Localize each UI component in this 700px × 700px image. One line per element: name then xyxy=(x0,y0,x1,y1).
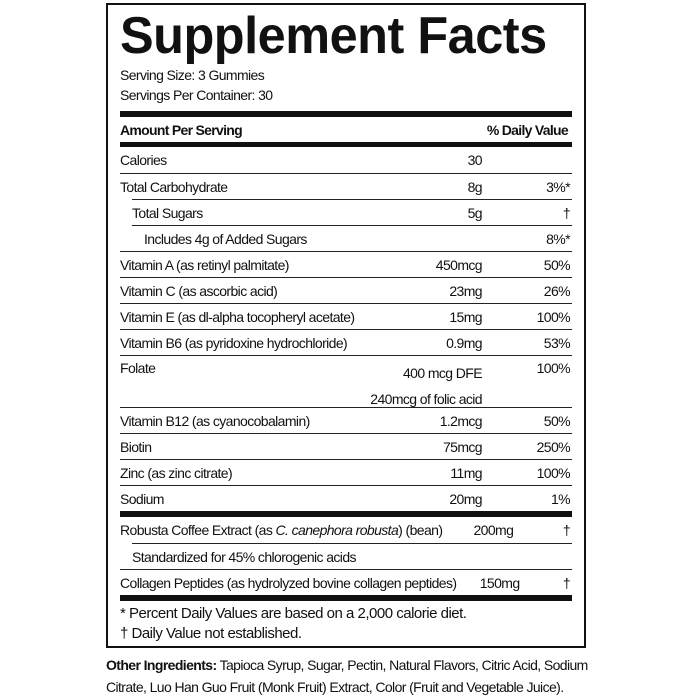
nutrient-name: Includes 4g of Added Sugars xyxy=(144,230,307,247)
nutrient-name: Vitamin A (as retinyl palmitate) xyxy=(120,256,289,273)
daily-value: † xyxy=(562,522,571,538)
serving-size: Serving Size: 3 Gummies xyxy=(120,67,265,83)
nutrient-name: Vitamin B6 (as pyridoxine hydrochloride) xyxy=(120,334,348,351)
daily-value: 53% xyxy=(543,334,571,351)
nutrient-row: Vitamin A (as retinyl palmitate) 450mcg 50… xyxy=(120,251,572,277)
amount: 450mcg xyxy=(435,256,483,273)
divider xyxy=(120,142,572,147)
amount: 1.2mcg xyxy=(439,412,483,429)
nutrient-name: Collagen Peptides (as hydrolyzed bovine … xyxy=(120,574,457,591)
daily-value: † xyxy=(562,204,571,221)
footnote-dagger: † Daily Value not established. xyxy=(120,625,302,642)
other-ingredients-label: Other Ingredients: xyxy=(106,657,217,673)
daily-value: † xyxy=(562,574,571,591)
daily-value: 26% xyxy=(543,282,571,299)
dv-header: % Daily Value xyxy=(486,121,569,138)
daily-value: 3%* xyxy=(546,178,570,195)
amount: 400 mcg DFE 240mcg of folic acid xyxy=(282,360,482,412)
daily-value: 250% xyxy=(536,438,571,455)
nutrient-name: Vitamin C (as ascorbic acid) xyxy=(120,282,278,299)
daily-value: 1% xyxy=(550,490,571,507)
nutrient-row: Total Sugars 5g † xyxy=(132,199,572,225)
nutrient-name: Calories xyxy=(120,152,167,168)
nutrient-row: Collagen Peptides (as hydrolyzed bovine … xyxy=(120,569,572,595)
daily-value: 100% xyxy=(536,360,571,376)
daily-value: 50% xyxy=(543,256,571,273)
panel-title: Supplement Facts xyxy=(120,7,547,65)
nutrient-name: Vitamin B12 (as cyanocobalamin) xyxy=(120,412,310,429)
amount: 23mg xyxy=(449,282,482,299)
divider xyxy=(120,595,572,601)
nutrient-row: Total Carbohydrate 8g 3%* xyxy=(120,173,572,199)
footnote-dv: * Percent Daily Values are based on a 2,… xyxy=(120,605,467,622)
nutrient-row: Standardized for 45% chlorogenic acids xyxy=(132,543,572,569)
amount: 11mg xyxy=(450,464,482,481)
name-part: Robusta Coffee Extract (as xyxy=(120,522,276,538)
amount: 5g xyxy=(467,204,483,221)
other-ingredients: Other Ingredients: Tapioca Syrup, Sugar,… xyxy=(106,654,596,698)
amount: 0.9mg xyxy=(446,334,483,351)
amount: 15mg xyxy=(449,308,482,325)
table-header: Amount Per Serving % Daily Value xyxy=(120,117,572,142)
nutrient-name: Zinc (as zinc citrate) xyxy=(120,464,233,481)
daily-value: 50% xyxy=(543,412,571,429)
servings-per-container: Servings Per Container: 30 xyxy=(120,87,273,103)
daily-value: 100% xyxy=(536,308,571,325)
amount: 8g xyxy=(467,178,483,195)
divider xyxy=(120,111,572,117)
amount: 30 xyxy=(467,152,483,168)
nutrient-row: Biotin 75mcg 250% xyxy=(120,433,572,459)
nutrient-row: Folate 400 mcg DFE 240mcg of folic acid 100… xyxy=(120,355,572,407)
nutrient-name: Robusta Coffee Extract (as C. canephora … xyxy=(120,522,443,538)
nutrient-name: Vitamin E (as dl-alpha tocopheryl acetat… xyxy=(120,308,355,325)
name-italic: C. canephora robusta xyxy=(275,522,399,538)
nutrient-name: Standardized for 45% chlorogenic acids xyxy=(132,548,357,565)
daily-value: 100% xyxy=(536,464,571,481)
nutrient-row: Vitamin E (as dl-alpha tocopheryl acetat… xyxy=(120,303,572,329)
amount-header: Amount Per Serving xyxy=(120,121,243,138)
amount-line: 400 mcg DFE xyxy=(403,365,483,381)
nutrient-row: Zinc (as zinc citrate) 11mg 100% xyxy=(120,459,572,485)
daily-value: 8%* xyxy=(546,230,570,247)
name-end: ) (bean) xyxy=(398,522,443,538)
divider xyxy=(120,511,572,517)
nutrient-row: Robusta Coffee Extract (as C. canephora … xyxy=(120,517,572,543)
amount: 20mg xyxy=(449,490,482,507)
nutrient-name: Folate xyxy=(120,360,156,376)
nutrient-row: Includes 4g of Added Sugars 8%* xyxy=(132,225,572,251)
other-ingredients-text: Tapioca Syrup, Sugar, Pectin, Natural Fl… xyxy=(106,657,588,695)
nutrient-row: Vitamin C (as ascorbic acid) 23mg 26% xyxy=(120,277,572,303)
amount: 150mg xyxy=(479,574,520,591)
ingredient-list: Robusta Coffee Extract (as C. canephora … xyxy=(120,517,572,595)
nutrient-name: Total Sugars xyxy=(132,204,203,221)
nutrient-name: Biotin xyxy=(120,438,152,455)
nutrient-row: Vitamin B6 (as pyridoxine hydrochloride)… xyxy=(120,329,572,355)
amount-line-2: 240mcg of folic acid xyxy=(370,391,482,407)
nutrient-name: Total Carbohydrate xyxy=(120,178,228,195)
nutrient-row: Calories 30 xyxy=(120,147,572,173)
nutrient-row: Sodium 20mg 1% xyxy=(120,485,572,511)
nutrient-list: Calories 30 Total Carbohydrate 8g 3%* Total S… xyxy=(120,147,572,511)
amount: 200mg xyxy=(473,522,514,538)
nutrient-row: Vitamin B12 (as cyanocobalamin) 1.2mcg 50% xyxy=(120,407,572,433)
amount: 75mcg xyxy=(442,438,483,455)
nutrient-name: Sodium xyxy=(120,490,164,507)
supplement-facts-panel: Supplement Facts Serving Size: 3 Gummies… xyxy=(106,3,586,648)
